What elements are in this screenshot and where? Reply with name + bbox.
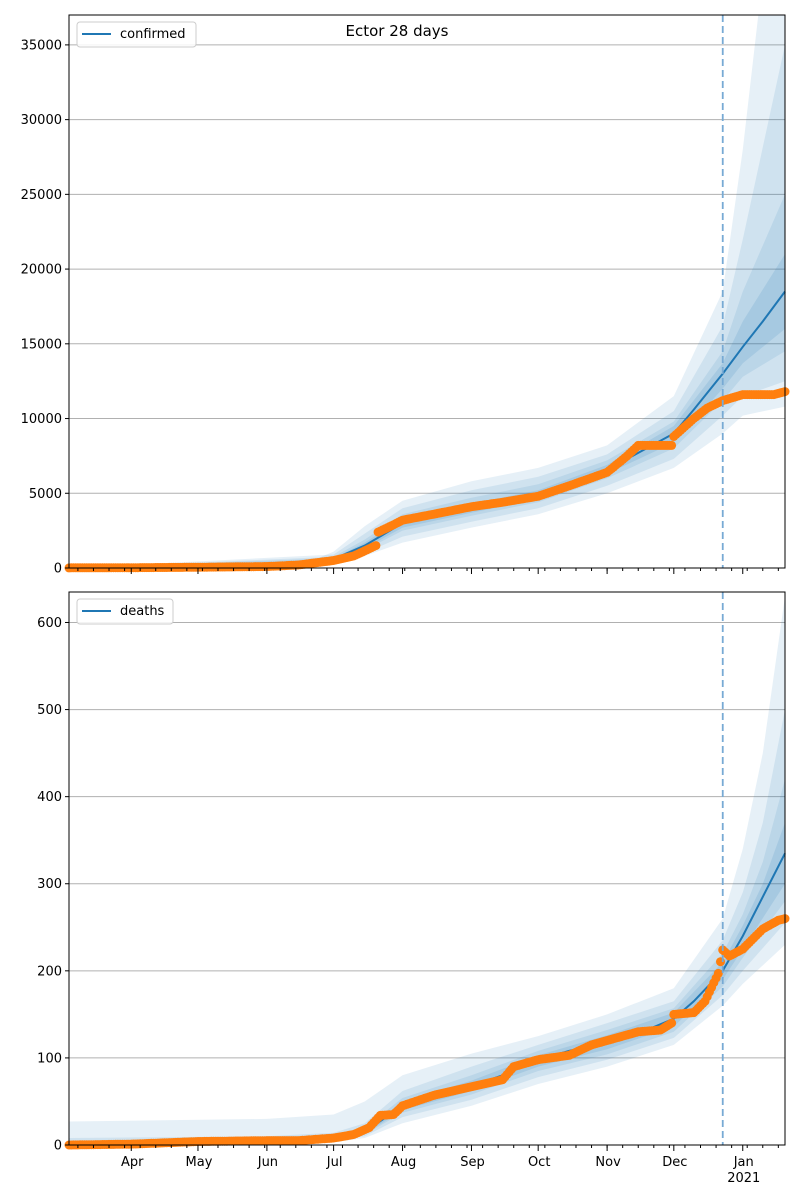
confirmed-ytick-label: 5000 (29, 487, 62, 502)
deaths-xtick-label: May (186, 1155, 213, 1170)
deaths-frame (68, 591, 786, 1146)
deaths-legend-box (76, 598, 174, 625)
deaths-ytick-label: 300 (37, 877, 62, 892)
deaths-ytick-label: 500 (37, 703, 62, 718)
confirmed-axes-frame (68, 14, 786, 569)
confirmed-frame (68, 14, 786, 569)
deaths-xtick-label: Oct (528, 1155, 550, 1170)
confirmed-ytick-label: 15000 (21, 337, 62, 352)
deaths-ytick-label: 400 (37, 790, 62, 805)
confirmed-ytick-label: 25000 (21, 188, 62, 203)
confirmed-ytick-label: 30000 (21, 113, 62, 128)
confirmed-observed-point (371, 541, 381, 551)
confirmed-panel: 0 5000 10000 15000 20000 25000 30000 35000 conf… (21, 14, 790, 577)
deaths-observed-point (667, 1018, 677, 1028)
deaths-xtick-label: Jan (733, 1155, 754, 1170)
deaths-grid (69, 621, 785, 1059)
deaths-panel: 0 100 200 300 400 500 600 Apr May Jun Jul Aug Sep Oc… (37, 591, 790, 1186)
deaths-band-inner-mid (69, 779, 785, 1145)
confirmed-ytick-label: 35000 (21, 38, 62, 53)
deaths-xtick-year-label: 2021 (727, 1171, 760, 1186)
deaths-xtick-label: Jul (326, 1155, 343, 1170)
chart-title: Ector 28 days (346, 22, 449, 40)
confirmed-legend: confirmed (76, 21, 197, 48)
deaths-uncertainty-bands (69, 596, 785, 1145)
deaths-xtick-label: Jun (257, 1155, 278, 1170)
confirmed-x-axis (77, 568, 779, 574)
confirmed-band-outer-mid (69, 44, 785, 568)
deaths-ytick-label: 0 (54, 1139, 62, 1154)
confirmed-observed-points (64, 387, 790, 573)
confirmed-ytick-label: 10000 (21, 412, 62, 427)
deaths-xtick-label: Apr (121, 1155, 144, 1170)
deaths-ytick-label: 100 (37, 1051, 62, 1066)
confirmed-legend-box (76, 21, 197, 48)
deaths-legend: deaths (76, 598, 174, 625)
confirmed-observed-point (667, 440, 677, 450)
deaths-xtick-label: Nov (595, 1155, 621, 1170)
deaths-axes-frame (68, 591, 786, 1146)
confirmed-band-outer (69, 15, 785, 568)
confirmed-y-axis: 0 5000 10000 15000 20000 25000 30000 35000 (21, 38, 69, 577)
deaths-xtick-label: Sep (460, 1155, 485, 1170)
deaths-legend-label: deaths (120, 604, 165, 619)
deaths-observed-point (716, 957, 725, 967)
deaths-observed-point (713, 968, 723, 978)
deaths-ytick-label: 200 (37, 964, 62, 979)
deaths-band-outer (69, 596, 785, 1145)
confirmed-uncertainty-bands (69, 15, 785, 568)
confirmed-ytick-label: 20000 (21, 263, 62, 278)
deaths-observed-points (64, 914, 790, 1150)
deaths-xtick-label: Aug (391, 1155, 416, 1170)
confirmed-legend-label: confirmed (120, 27, 186, 42)
deaths-xtick-label: Dec (662, 1155, 687, 1170)
deaths-y-axis: 0 100 200 300 400 500 600 (37, 616, 69, 1154)
confirmed-ytick-label: 0 (54, 562, 62, 577)
deaths-ytick-label: 600 (37, 616, 62, 631)
